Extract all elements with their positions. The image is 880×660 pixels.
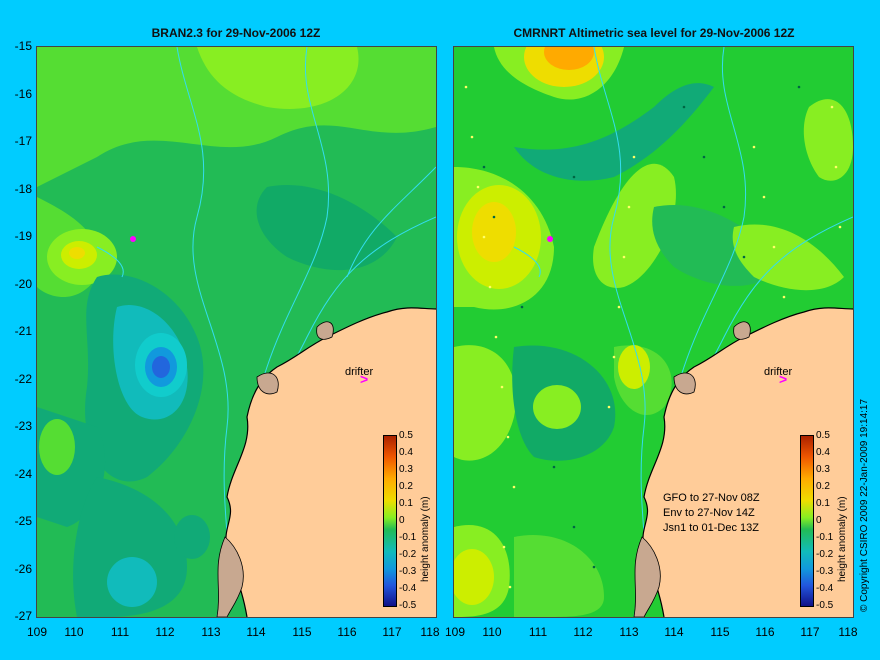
y-tick-label: -26 <box>14 562 32 576</box>
cbar-tick: -0.3 <box>816 566 834 577</box>
right-colorbar-label: height anomaly (m) <box>837 496 848 582</box>
left-panel-title: BRAN2.3 for 29-Nov-2006 12Z <box>151 26 321 40</box>
cbar-tick: 0.2 <box>816 481 830 492</box>
cbar-tick: 0.4 <box>399 447 413 458</box>
y-tick-label: -16 <box>14 87 32 101</box>
x-tick-label: 117 <box>800 625 820 639</box>
copyright-text: © Copyright CSIRO 2009 22-Jan-2009 19:14… <box>859 398 870 612</box>
right-map-panel: drifter > GFO to 27-Nov 08Z Env to 27-No… <box>453 46 854 618</box>
left-map-panel: drifter > height anomaly (m) 0.5 0.4 0.3… <box>36 46 437 618</box>
drifter-label-right: drifter <box>764 366 793 378</box>
x-tick-label: 115 <box>292 625 312 639</box>
cbar-tick: 0.4 <box>816 447 830 458</box>
cbar-tick: 0 <box>399 515 405 526</box>
cbar-tick: -0.4 <box>816 583 834 594</box>
x-tick-label: 110 <box>64 625 84 639</box>
cbar-tick: -0.4 <box>399 583 417 594</box>
cbar-tick: 0.5 <box>399 430 413 441</box>
y-tick-label: -25 <box>14 514 32 528</box>
x-tick-label: 109 <box>26 625 48 639</box>
satellite-info-line: Jsn1 to 01-Dec 13Z <box>663 522 759 534</box>
cbar-tick: -0.3 <box>399 566 417 577</box>
cbar-tick: 0.5 <box>816 430 830 441</box>
drifter-label-left: drifter <box>345 366 374 378</box>
x-tick-label: 113 <box>201 625 221 639</box>
x-tick-label: 114 <box>664 625 684 639</box>
x-tick-label: 112 <box>155 625 175 639</box>
y-tick-label: -21 <box>14 324 32 338</box>
y-tick-label: -18 <box>14 182 32 196</box>
left-colorbar <box>383 435 397 607</box>
x-tick-label: 111 <box>110 625 130 639</box>
cbar-tick: -0.5 <box>399 600 417 611</box>
x-tick-label: 118 <box>838 625 858 639</box>
x-tick-label: 116 <box>337 625 357 639</box>
right-map-svg <box>454 47 853 617</box>
satellite-info-line: Env to 27-Nov 14Z <box>663 507 755 519</box>
cbar-tick: -0.1 <box>816 532 834 543</box>
left-map-svg <box>37 47 436 617</box>
cbar-tick: -0.2 <box>816 549 834 560</box>
x-tick-label: 111 <box>528 625 548 639</box>
right-colorbar <box>800 435 814 607</box>
x-tick-label: 113 <box>619 625 639 639</box>
drifter-track-right <box>547 236 553 242</box>
drifter-track-left <box>130 236 136 242</box>
x-tick-label: 118 <box>420 625 440 639</box>
x-tick-label: 116 <box>755 625 775 639</box>
x-tick-label: 109 <box>444 625 466 639</box>
cbar-tick: 0.3 <box>816 464 830 475</box>
cbar-tick: -0.5 <box>816 600 834 611</box>
satellite-track-points <box>464 85 842 589</box>
y-tick-label: -27 <box>14 609 32 623</box>
y-tick-label: -17 <box>14 134 32 148</box>
satellite-info-line: GFO to 27-Nov 08Z <box>663 492 760 504</box>
y-tick-label: -23 <box>14 419 32 433</box>
cbar-tick: 0.1 <box>399 498 413 509</box>
x-tick-label: 112 <box>573 625 593 639</box>
right-panel-title: CMRNRT Altimetric sea level for 29-Nov-2… <box>513 26 795 40</box>
y-tick-label: -24 <box>14 467 32 481</box>
y-tick-label: -20 <box>14 277 32 291</box>
y-tick-label: -15 <box>14 39 32 53</box>
x-tick-label: 117 <box>382 625 402 639</box>
x-tick-label: 115 <box>710 625 730 639</box>
x-tick-label: 114 <box>246 625 266 639</box>
x-tick-label: 110 <box>482 625 502 639</box>
drifter-arrow-left: > <box>360 371 369 387</box>
cbar-tick: -0.1 <box>399 532 417 543</box>
left-colorbar-label: height anomaly (m) <box>420 496 431 582</box>
y-tick-label: -19 <box>14 229 32 243</box>
cbar-tick: 0 <box>816 515 822 526</box>
drifter-arrow-right: > <box>779 371 788 387</box>
y-tick-label: -22 <box>14 372 32 386</box>
cbar-tick: 0.3 <box>399 464 413 475</box>
satellite-track-points-dark <box>482 85 801 569</box>
cbar-tick: 0.1 <box>816 498 830 509</box>
cbar-tick: 0.2 <box>399 481 413 492</box>
cbar-tick: -0.2 <box>399 549 417 560</box>
